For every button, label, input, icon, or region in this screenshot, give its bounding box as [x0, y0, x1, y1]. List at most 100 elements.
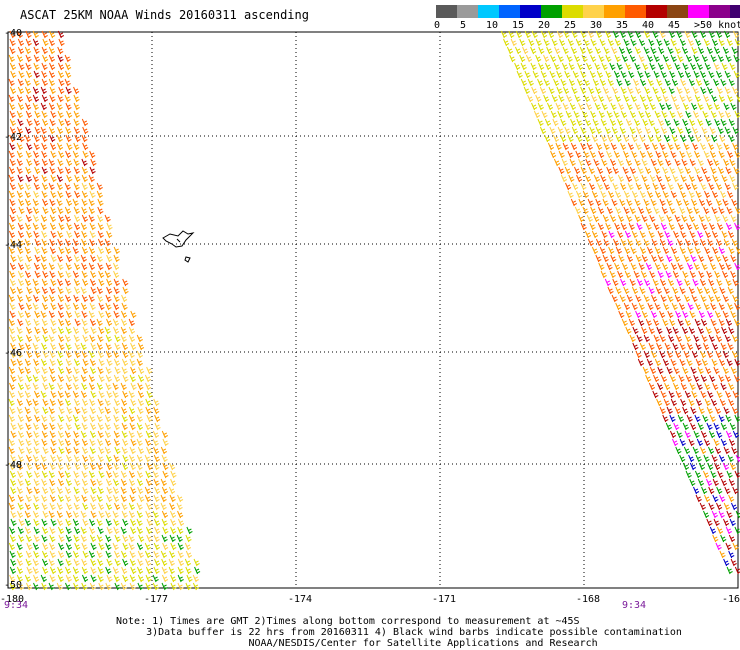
wind-barb — [112, 382, 119, 391]
wind-barb — [631, 286, 639, 295]
wind-barb — [572, 70, 579, 79]
wind-barb — [715, 254, 722, 263]
wind-barb — [48, 470, 55, 479]
wind-barb — [523, 86, 530, 95]
wind-barb — [97, 206, 104, 215]
wind-barb — [10, 454, 17, 463]
wind-barb — [144, 374, 152, 383]
wind-barb — [137, 558, 144, 567]
wind-barb — [16, 550, 23, 559]
wind-barb — [128, 510, 136, 519]
wind-barb — [689, 270, 696, 279]
wind-barb — [162, 438, 169, 447]
wind-barb — [80, 526, 87, 535]
wind-barb — [707, 86, 714, 95]
wind-barb — [160, 478, 167, 487]
wind-barb — [672, 382, 680, 391]
wind-barb — [105, 366, 112, 375]
wind-barb — [33, 390, 41, 399]
wind-barb — [672, 326, 679, 335]
wind-barb — [192, 582, 200, 591]
wind-barb — [82, 334, 89, 343]
wind-barb — [74, 350, 81, 359]
wind-barb — [734, 358, 740, 367]
wind-barb — [130, 438, 137, 447]
wind-barb — [145, 566, 153, 575]
wind-barb — [104, 398, 111, 407]
wind-barb — [689, 382, 696, 391]
wind-barb — [641, 254, 648, 263]
wind-barb — [540, 30, 548, 39]
wind-barb — [120, 494, 127, 503]
wind-barb — [56, 510, 63, 519]
wind-barb — [105, 534, 112, 543]
wind-barb — [672, 438, 679, 447]
wind-barb — [653, 54, 660, 63]
wind-barb — [734, 526, 740, 535]
wind-barb — [671, 134, 678, 143]
wind-barb — [602, 254, 609, 263]
wind-barb — [106, 470, 113, 479]
wind-barb — [677, 70, 685, 79]
wind-barb — [600, 174, 607, 183]
wind-barb — [574, 166, 581, 175]
wind-barb — [136, 510, 143, 519]
wind-barb — [73, 118, 80, 127]
wind-barb — [570, 46, 578, 55]
wind-barb — [685, 374, 692, 383]
wind-barb — [25, 150, 32, 159]
wind-barb — [679, 286, 686, 295]
wind-barb — [136, 502, 143, 511]
wind-barb — [56, 502, 63, 511]
wind-barb — [582, 206, 589, 215]
wind-barb — [96, 478, 103, 487]
wind-barb — [664, 118, 671, 127]
wind-barb — [65, 294, 72, 303]
wind-barb — [722, 46, 729, 55]
wind-barb — [74, 526, 81, 535]
wind-barb — [18, 366, 25, 375]
wind-barb — [732, 126, 739, 135]
wind-barb — [541, 110, 548, 119]
wind-barb — [42, 558, 49, 567]
x-tick-label: -168 — [576, 594, 601, 605]
wind-barb — [50, 302, 57, 311]
wind-barb — [700, 374, 708, 383]
wind-barb — [33, 70, 40, 79]
wind-barb — [684, 30, 691, 39]
wind-barb — [98, 582, 105, 591]
wind-barb — [564, 70, 571, 79]
wind-barb — [74, 286, 81, 295]
wind-barb — [57, 230, 64, 239]
wind-barb — [732, 86, 739, 95]
wind-barb — [74, 262, 81, 271]
wind-barb — [598, 206, 605, 215]
wind-barb — [10, 70, 17, 79]
wind-barb — [41, 462, 48, 471]
wind-barb — [515, 30, 523, 39]
wind-barb — [609, 118, 617, 127]
wind-barb — [571, 30, 578, 39]
wind-barb — [718, 246, 725, 255]
wind-barb — [692, 86, 699, 95]
wind-barb — [573, 110, 580, 119]
y-tick-label: -40 — [4, 28, 23, 39]
wind-barb — [597, 222, 604, 231]
wind-barb — [112, 510, 119, 519]
wind-barb — [50, 342, 57, 351]
wind-barb — [714, 406, 722, 415]
wind-barb — [74, 174, 81, 183]
wind-barb — [544, 118, 552, 127]
wind-barb — [57, 286, 64, 295]
wind-barb — [722, 214, 729, 223]
wind-barb — [17, 102, 25, 111]
wind-barb — [693, 54, 700, 63]
wind-barb — [637, 166, 644, 175]
wind-barb — [652, 30, 659, 39]
wind-barb — [711, 206, 718, 215]
wind-barb — [130, 398, 137, 407]
wind-barb — [57, 390, 64, 399]
wind-barb — [41, 534, 48, 543]
wind-barb — [678, 374, 685, 383]
wind-barb — [611, 198, 618, 207]
